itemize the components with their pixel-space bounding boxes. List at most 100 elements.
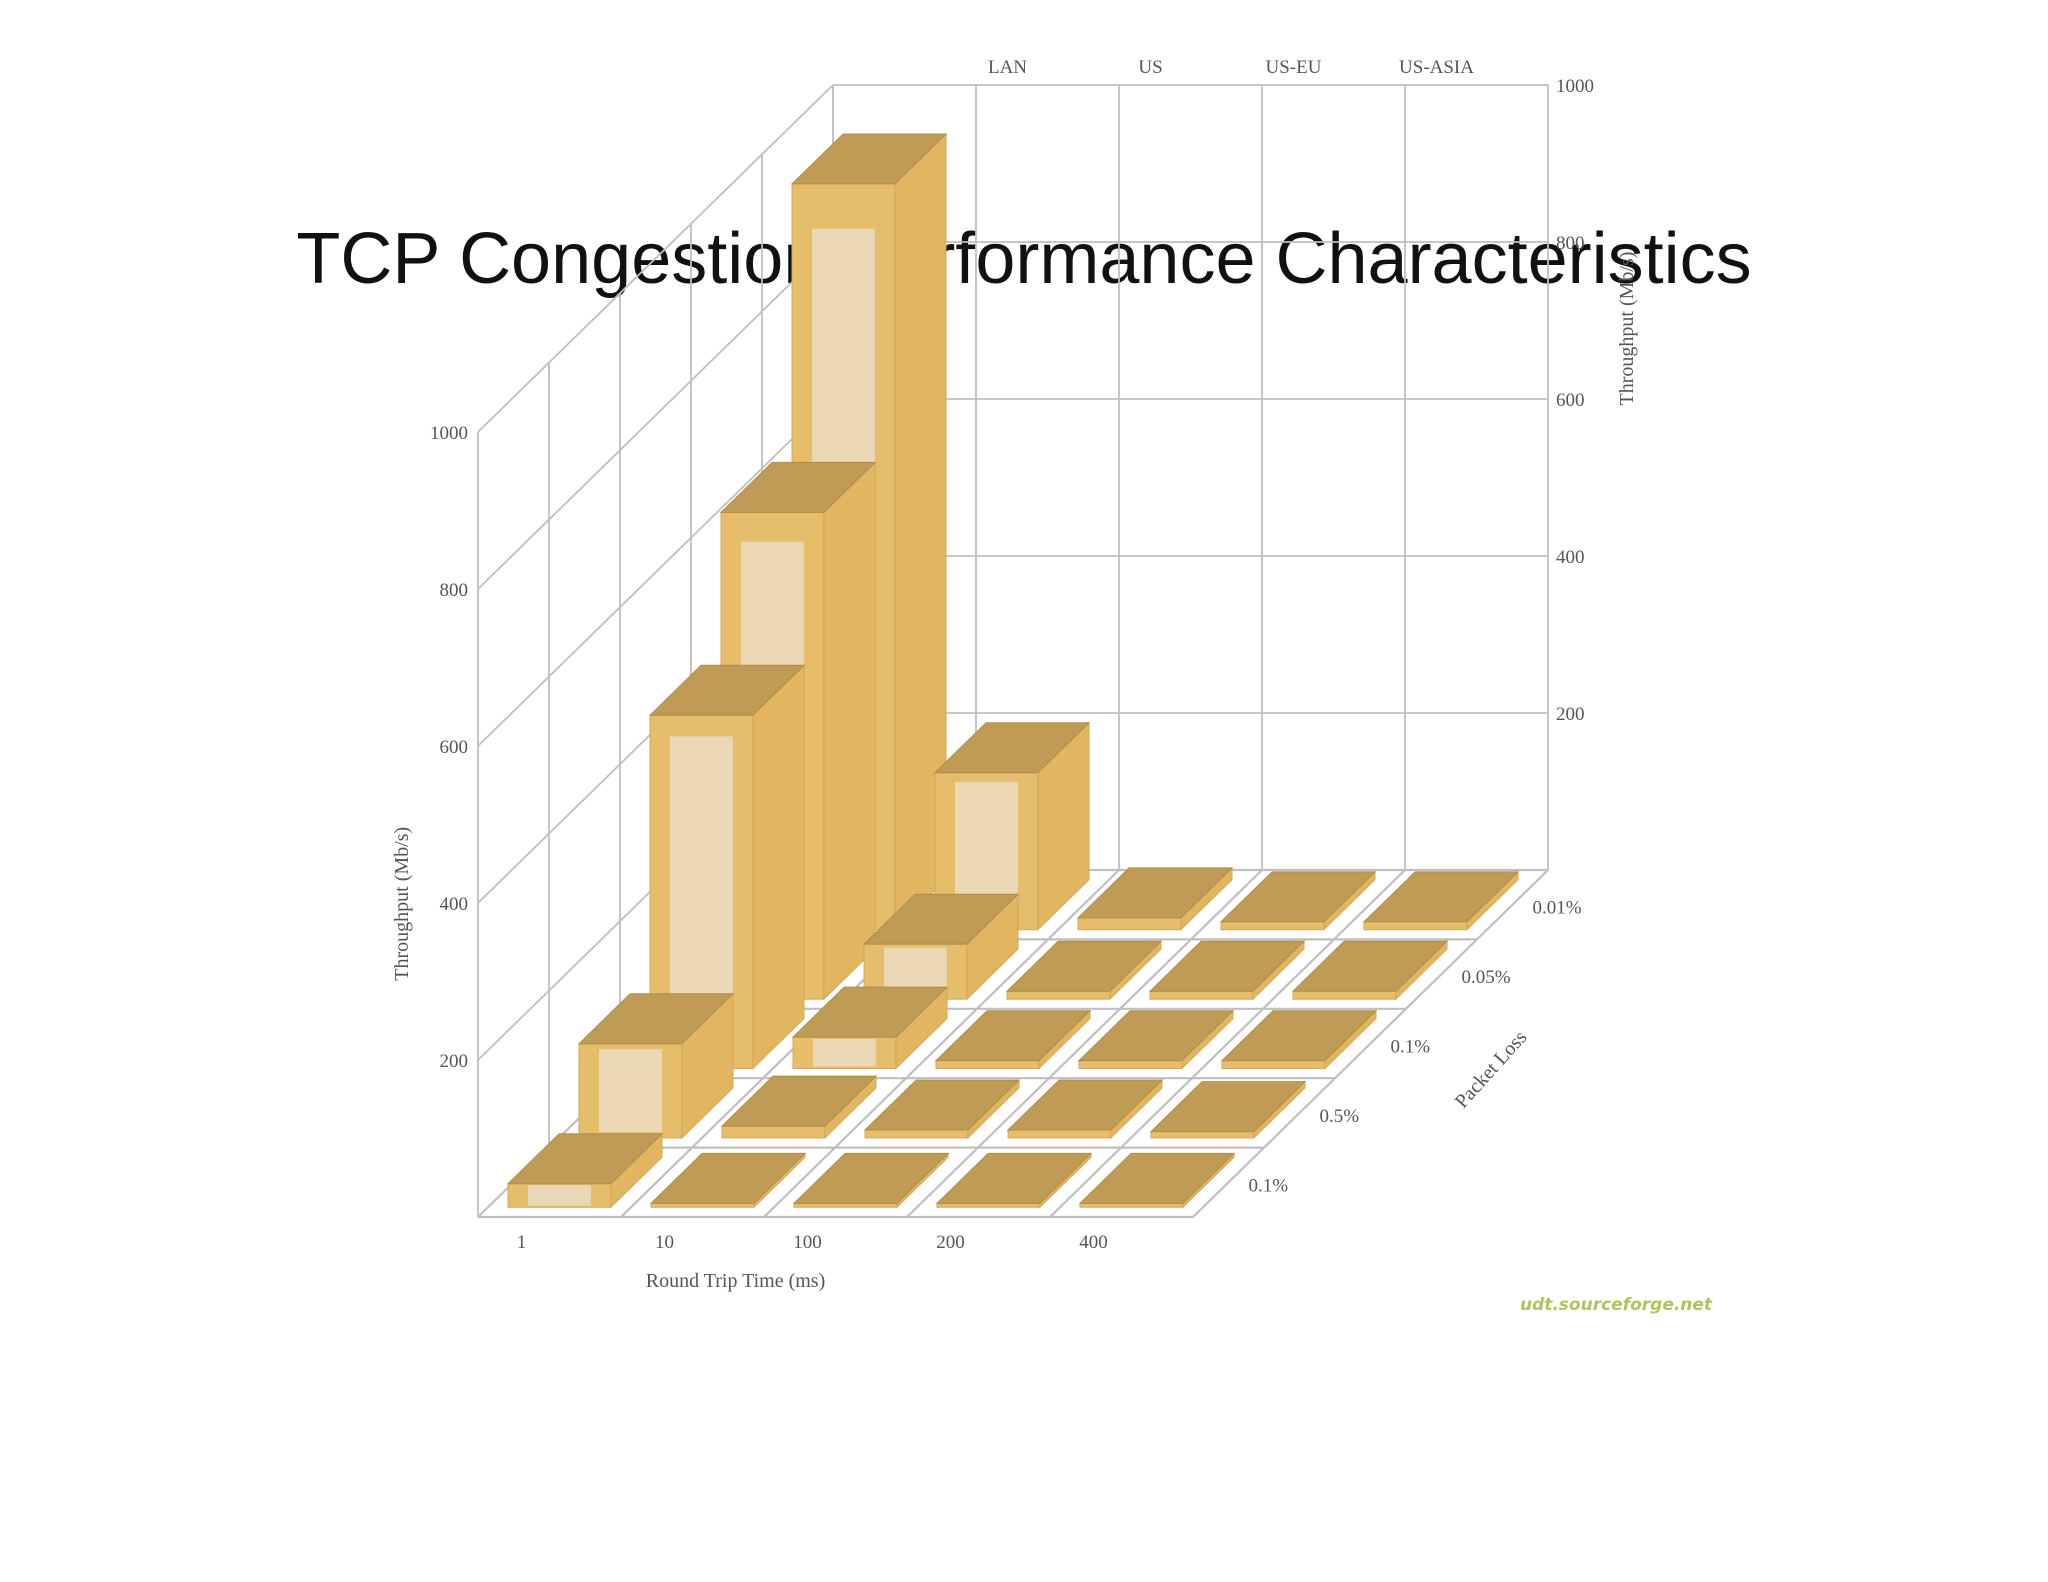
bar bbox=[934, 1009, 1092, 1070]
bar bbox=[1219, 870, 1377, 931]
bar bbox=[792, 1152, 950, 1209]
bar bbox=[506, 1132, 664, 1209]
bar-front-face bbox=[1220, 921, 1325, 931]
bar-front-face bbox=[1221, 1060, 1326, 1069]
bar-front-face bbox=[1006, 990, 1111, 1000]
bar-front-face bbox=[935, 1060, 1040, 1069]
bar-top-face bbox=[649, 1152, 807, 1204]
bar-top-face bbox=[1291, 940, 1449, 992]
bar-top-face bbox=[1078, 1152, 1236, 1204]
x-tick-label: 100 bbox=[793, 1232, 822, 1253]
bar-top-face bbox=[791, 986, 949, 1038]
bar-front-face bbox=[793, 1202, 898, 1208]
bar-front-face bbox=[650, 1202, 755, 1208]
x-axis-title: Round Trip Time (ms) bbox=[646, 1270, 826, 1292]
bar-top-face bbox=[1149, 1081, 1307, 1133]
bar bbox=[648, 664, 806, 1070]
bar bbox=[1076, 866, 1234, 931]
left-wall-grid-line bbox=[477, 84, 834, 433]
bar bbox=[1362, 870, 1520, 931]
bar-top-face bbox=[1219, 871, 1377, 923]
bar-top-face bbox=[1006, 1079, 1164, 1131]
bar bbox=[720, 1074, 878, 1140]
bar-top-face bbox=[934, 1010, 1092, 1062]
bar-front-face bbox=[1079, 1202, 1184, 1208]
bar-top-face bbox=[790, 133, 948, 185]
bar bbox=[935, 1152, 1093, 1209]
bar bbox=[791, 985, 949, 1070]
bar-top-face bbox=[648, 664, 806, 716]
bar bbox=[933, 721, 1091, 931]
y-tick-label-right: 200 bbox=[1556, 704, 1585, 725]
floor-grid-line bbox=[1049, 869, 1406, 1218]
depth-tick-label: 0.1% bbox=[1249, 1175, 1289, 1196]
bar-front-face bbox=[721, 1125, 826, 1139]
depth-axis-title: Packet Loss bbox=[1451, 1026, 1532, 1112]
bar-top-face bbox=[720, 1075, 878, 1127]
bar-side-face bbox=[823, 461, 876, 1001]
left-wall-grid-line bbox=[477, 241, 834, 590]
bar-front-face bbox=[1363, 921, 1468, 931]
bar-front-panel bbox=[528, 1185, 591, 1206]
bar-top-face bbox=[862, 893, 1020, 945]
bar-front-face bbox=[1007, 1129, 1112, 1139]
bar-front-face bbox=[1078, 1060, 1183, 1069]
y-tick-label-left: 200 bbox=[440, 1051, 469, 1072]
bar-top-face bbox=[935, 1152, 1093, 1204]
bar-front-panel bbox=[599, 1049, 662, 1133]
y-tick-label-left: 800 bbox=[440, 580, 469, 601]
bar bbox=[577, 992, 735, 1140]
bar-top-face bbox=[863, 1079, 1021, 1131]
bar-front-face bbox=[1077, 917, 1182, 931]
bar-top-face bbox=[1220, 1010, 1378, 1062]
bar-front-face bbox=[864, 1129, 969, 1139]
bar bbox=[1006, 1078, 1164, 1140]
bar-front-panel bbox=[813, 1039, 876, 1067]
bar-front-panel bbox=[955, 782, 1018, 921]
depth-tick-label: 0.05% bbox=[1462, 967, 1511, 988]
bar bbox=[1078, 1152, 1236, 1209]
bar-top-face bbox=[792, 1152, 950, 1204]
floor-grid-line bbox=[763, 869, 1120, 1218]
y-axis-title-left: Throughput (Mb/s) bbox=[391, 827, 413, 981]
bar-front-panel bbox=[670, 736, 733, 1048]
bar-top-face bbox=[1076, 867, 1234, 919]
slide-title: TCP Congestion Performance Characteristi… bbox=[296, 219, 1752, 299]
bar-top-face bbox=[577, 993, 735, 1045]
y-tick-label-right: 1000 bbox=[1556, 76, 1594, 97]
bar bbox=[863, 1078, 1021, 1140]
bar bbox=[1077, 1009, 1235, 1070]
bar-front-face bbox=[1292, 990, 1397, 1000]
bar bbox=[1291, 940, 1449, 1001]
back-wall-label: US bbox=[1138, 57, 1162, 78]
bar bbox=[1148, 940, 1306, 1001]
y-tick-label-left: 1000 bbox=[430, 423, 468, 444]
bar-top-face bbox=[1362, 871, 1520, 923]
back-wall-label: LAN bbox=[988, 57, 1027, 78]
left-wall-grid-line bbox=[477, 398, 834, 747]
bar-top-face bbox=[1005, 940, 1163, 992]
y-axis-title-right: Throughput (Mb/s) bbox=[1616, 252, 1638, 406]
depth-tick-label: 0.01% bbox=[1533, 898, 1582, 919]
depth-tick-label: 0.5% bbox=[1320, 1106, 1360, 1127]
x-tick-label: 10 bbox=[655, 1232, 674, 1253]
chart-bars bbox=[506, 132, 1520, 1209]
back-wall-label: US-ASIA bbox=[1399, 57, 1474, 78]
x-tick-label: 1 bbox=[517, 1232, 527, 1253]
floor-grid-line bbox=[1192, 869, 1549, 1218]
bar-front-face bbox=[1149, 990, 1254, 1000]
watermark-text: udt.sourceforge.net bbox=[1520, 1295, 1713, 1315]
bar-side-face bbox=[752, 664, 805, 1070]
bar bbox=[649, 1152, 807, 1209]
bar-front-face bbox=[1150, 1131, 1255, 1139]
bar bbox=[1149, 1080, 1307, 1140]
bar-top-face bbox=[506, 1133, 664, 1185]
y-tick-label-right: 800 bbox=[1556, 233, 1585, 254]
x-tick-label: 200 bbox=[936, 1232, 965, 1253]
back-wall-label: US-EU bbox=[1266, 57, 1322, 78]
bar bbox=[862, 893, 1020, 1001]
bar-top-face bbox=[1148, 940, 1306, 992]
bar-front-face bbox=[936, 1202, 1041, 1208]
depth-tick-label: 0.1% bbox=[1391, 1037, 1431, 1058]
floor-grid-line bbox=[906, 869, 1263, 1218]
